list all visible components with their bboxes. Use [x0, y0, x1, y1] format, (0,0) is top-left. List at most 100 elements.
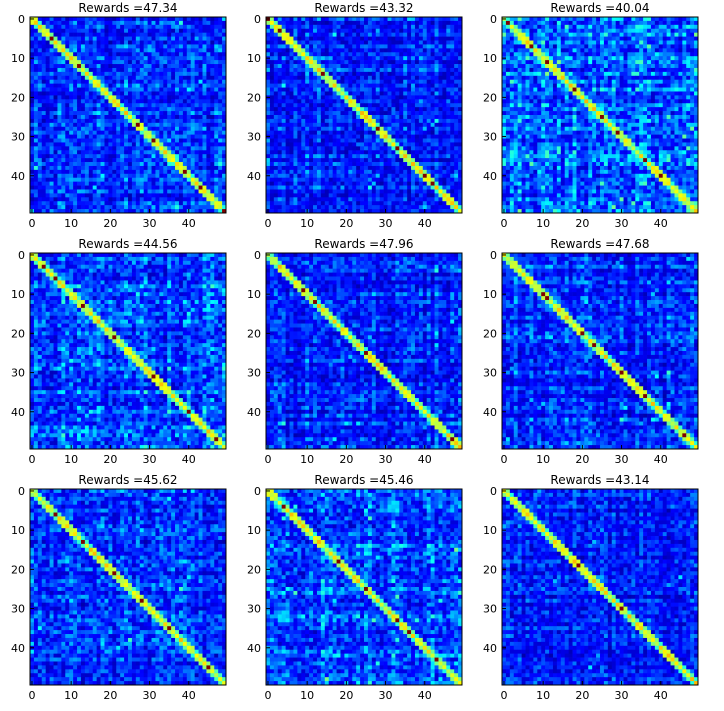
heatmap-cell — [218, 103, 222, 107]
heatmap-cell — [344, 205, 348, 209]
heatmap-cell — [376, 41, 380, 45]
heatmap-cell — [348, 68, 352, 72]
heatmap-cell — [104, 41, 108, 45]
heatmap-cell — [77, 44, 81, 48]
heatmap-cell — [282, 56, 286, 60]
heatmap-cell — [270, 186, 274, 190]
heatmap-cell — [183, 21, 187, 25]
heatmap-cell — [65, 60, 69, 64]
heatmap-cell — [344, 162, 348, 166]
heatmap-cell — [187, 41, 191, 45]
chart-title: Rewards =47.34 — [78, 1, 177, 15]
heatmap-cell — [183, 111, 187, 115]
heatmap-cell — [38, 56, 42, 60]
heatmap-cell — [399, 170, 403, 174]
heatmap-cell — [159, 103, 163, 107]
heatmap-cell — [403, 72, 407, 76]
heatmap-cell — [348, 170, 352, 174]
heatmap-cell — [399, 201, 403, 205]
heatmap-cell — [407, 166, 411, 170]
heatmap-cell — [442, 95, 446, 99]
heatmap-cell — [293, 29, 297, 33]
heatmap-cell — [136, 139, 140, 143]
heatmap-cell — [155, 72, 159, 76]
heatmap-cell — [61, 127, 65, 131]
heatmap-cell — [104, 99, 108, 103]
heatmap-cell — [270, 107, 274, 111]
heatmap-cell — [128, 95, 132, 99]
heatmap-cell — [57, 80, 61, 84]
heatmap-cell — [376, 135, 380, 139]
heatmap-cell — [380, 95, 384, 99]
heatmap-cell — [112, 170, 116, 174]
heatmap-cell — [89, 205, 93, 209]
heatmap-cell — [104, 170, 108, 174]
heatmap-cell — [454, 166, 458, 170]
heatmap-cell — [104, 72, 108, 76]
heatmap-cell — [155, 48, 159, 52]
heatmap-cell — [301, 123, 305, 127]
heatmap-cell — [42, 29, 46, 33]
heatmap-cell — [120, 201, 124, 205]
heatmap-cell — [348, 48, 352, 52]
heatmap-cell — [348, 88, 352, 92]
heatmap-cell — [278, 95, 282, 99]
heatmap-cell — [218, 99, 222, 103]
heatmap-cell — [30, 115, 34, 119]
heatmap-cell — [124, 127, 128, 131]
heatmap-cell — [290, 88, 294, 92]
heatmap-cell — [391, 103, 395, 107]
heatmap-cell — [104, 131, 108, 135]
heatmap-cell — [317, 193, 321, 197]
heatmap-cell — [148, 193, 152, 197]
heatmap-cell — [104, 84, 108, 88]
heatmap-cell — [403, 111, 407, 115]
heatmap-cell — [399, 25, 403, 29]
heatmap-cell — [450, 150, 454, 154]
heatmap-cell — [313, 37, 317, 41]
heatmap-cell — [450, 154, 454, 158]
heatmap-cell — [179, 162, 183, 166]
heatmap-cell — [101, 44, 105, 48]
heatmap-cell — [427, 127, 431, 131]
heatmap-cell — [73, 139, 77, 143]
heatmap-cell — [446, 80, 450, 84]
heatmap-cell — [403, 76, 407, 80]
heatmap-cell — [372, 146, 376, 150]
heatmap-cell — [116, 158, 120, 162]
heatmap-cell — [446, 60, 450, 64]
heatmap-cell — [333, 44, 337, 48]
heatmap-cell — [419, 60, 423, 64]
heatmap-cell — [159, 158, 163, 162]
heatmap-cell — [376, 146, 380, 150]
heatmap-cell — [415, 64, 419, 68]
heatmap-cell — [376, 119, 380, 123]
heatmap-cell — [57, 135, 61, 139]
heatmap-cell — [183, 107, 187, 111]
heatmap-cell — [46, 103, 50, 107]
heatmap-cell — [329, 60, 333, 64]
heatmap-cell — [195, 56, 199, 60]
heatmap-cell — [337, 91, 341, 95]
heatmap-cell — [167, 197, 171, 201]
heatmap-cell — [274, 76, 278, 80]
heatmap-cell — [266, 170, 270, 174]
heatmap-cell — [403, 123, 407, 127]
heatmap-cell — [50, 135, 54, 139]
heatmap-cell — [214, 170, 218, 174]
heatmap-cell — [391, 127, 395, 131]
heatmap-cell — [191, 205, 195, 209]
heatmap-cell — [132, 107, 136, 111]
heatmap-cell — [187, 99, 191, 103]
heatmap-cell — [356, 162, 360, 166]
heatmap-cell — [132, 76, 136, 80]
heatmap-cell — [93, 197, 97, 201]
heatmap-cell — [384, 123, 388, 127]
heatmap-cell — [415, 201, 419, 205]
heatmap-cell — [278, 139, 282, 143]
heatmap-cell — [97, 95, 101, 99]
heatmap-cell — [368, 37, 372, 41]
heatmap-cell — [427, 119, 431, 123]
heatmap-cell — [61, 193, 65, 197]
heatmap-cell — [85, 21, 89, 25]
